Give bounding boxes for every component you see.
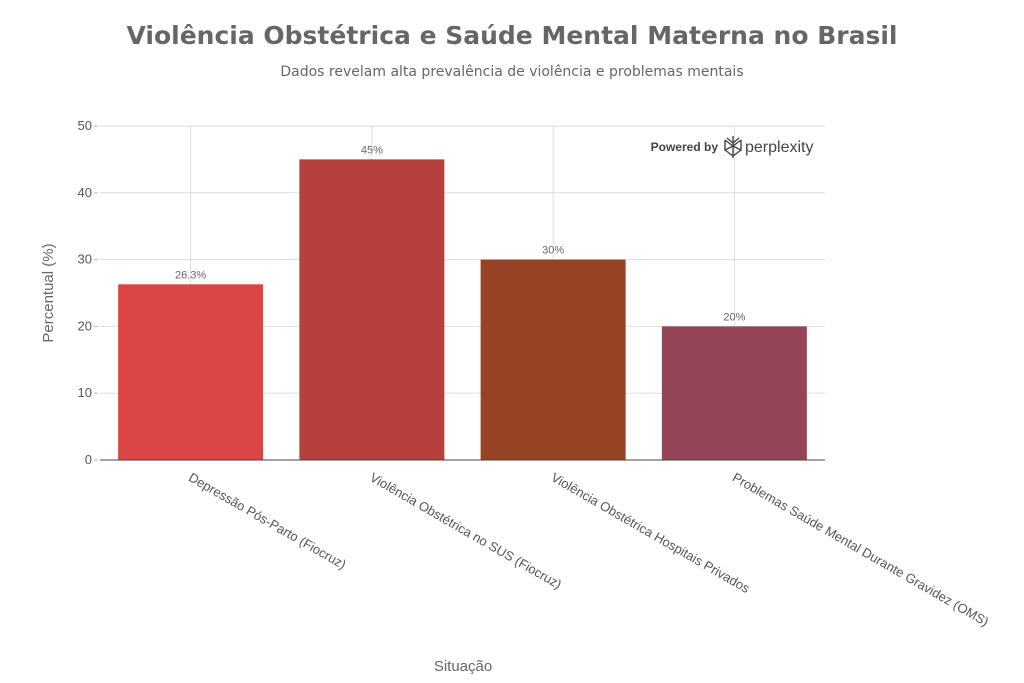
- y-tick-label: 40: [78, 185, 92, 200]
- y-axis-ticks: 0 10 20 30 40 50: [78, 118, 98, 467]
- x-axis-tick-labels: Depressão Pós-Parto (Fiocruz) Violência O…: [186, 470, 991, 630]
- bar: [299, 159, 445, 460]
- bar-data-label: 30%: [542, 245, 564, 257]
- bar-data-label: 20%: [723, 311, 745, 323]
- y-tick-label: 10: [78, 385, 92, 400]
- x-tick-label: Problemas Saúde Mental Durante Gravidez …: [730, 470, 992, 630]
- bar-data-label: 26.3%: [175, 269, 206, 281]
- y-axis-title: Percentual (%): [40, 243, 57, 342]
- x-tick-label: Violência Obstétrica Hospitais Privados: [549, 470, 753, 597]
- bars: [118, 159, 807, 460]
- y-tick-label: 20: [78, 318, 92, 333]
- y-tick-label: 0: [85, 452, 92, 467]
- y-tick-label: 30: [78, 252, 92, 267]
- x-axis-title: Situação: [434, 658, 492, 675]
- x-tick-label: Depressão Pós-Parto (Fiocruz): [186, 470, 349, 573]
- chart-subtitle: Dados revelam alta prevalência de violên…: [280, 64, 743, 80]
- chart-title: Violência Obstétrica e Saúde Mental Mate…: [126, 21, 897, 50]
- bar: [661, 326, 807, 460]
- y-tick-label: 50: [78, 118, 92, 133]
- data-labels: 26.3% 45% 30% 20%: [175, 144, 746, 323]
- perplexity-logo-icon: [724, 136, 742, 158]
- x-tick-label: Violência Obstétrica no SUS (Fiocruz): [367, 470, 564, 592]
- bar: [118, 284, 264, 460]
- bar-data-label: 45%: [361, 144, 383, 156]
- bar: [480, 259, 626, 460]
- watermark-powered-by: Powered by: [651, 140, 719, 154]
- watermark-brand: perplexity: [745, 139, 813, 156]
- watermark: Powered by perplexity: [651, 136, 813, 158]
